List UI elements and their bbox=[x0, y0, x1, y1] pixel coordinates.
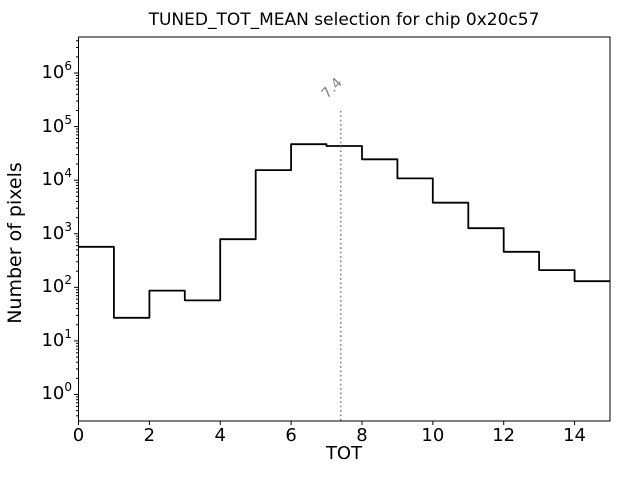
y-tick-base: 10 bbox=[41, 329, 65, 351]
chart-title: TUNED_TOT_MEAN selection for chip 0x20c5… bbox=[148, 10, 540, 30]
x-tick-label: 2 bbox=[143, 425, 156, 446]
y-tick-base: 10 bbox=[41, 115, 65, 137]
y-tick-base: 10 bbox=[41, 169, 65, 191]
y-tick-exponent: 6 bbox=[64, 59, 72, 73]
x-tick-label: 10 bbox=[421, 425, 445, 446]
y-tick-exponent: 5 bbox=[64, 112, 72, 127]
y-tick-base: 10 bbox=[41, 383, 65, 405]
x-axis-label: TOT bbox=[325, 443, 363, 464]
y-tick-exponent: 1 bbox=[64, 326, 72, 341]
x-tick-label: 4 bbox=[214, 425, 226, 446]
x-tick-label: 0 bbox=[72, 425, 85, 446]
x-tick-label: 14 bbox=[563, 425, 587, 446]
x-tick-label: 6 bbox=[285, 425, 297, 446]
y-tick-label: 103 bbox=[26, 219, 72, 245]
x-tick-label: 8 bbox=[356, 425, 368, 446]
y-tick-label: 100 bbox=[26, 380, 72, 405]
y-tick-exponent: 4 bbox=[64, 166, 72, 181]
y-tick-base: 10 bbox=[41, 222, 65, 244]
y-tick-label: 104 bbox=[26, 166, 72, 191]
y-tick-base: 10 bbox=[41, 276, 65, 298]
y-tick-label: 102 bbox=[26, 273, 72, 298]
histogram-step-line bbox=[78, 143, 610, 319]
y-tick-exponent: 0 bbox=[64, 380, 72, 395]
y-tick-label: 101 bbox=[26, 326, 72, 352]
y-axis-label: Number of pixels bbox=[4, 162, 26, 324]
y-tick-exponent: 2 bbox=[64, 273, 72, 288]
y-tick-label: 105 bbox=[26, 112, 72, 138]
axes-spines bbox=[78, 36, 611, 422]
y-tick-base: 10 bbox=[41, 62, 65, 83]
y-tick-label: 106 bbox=[26, 59, 72, 84]
y-tick-exponent: 3 bbox=[64, 219, 72, 234]
x-tick-label: 12 bbox=[492, 425, 516, 446]
